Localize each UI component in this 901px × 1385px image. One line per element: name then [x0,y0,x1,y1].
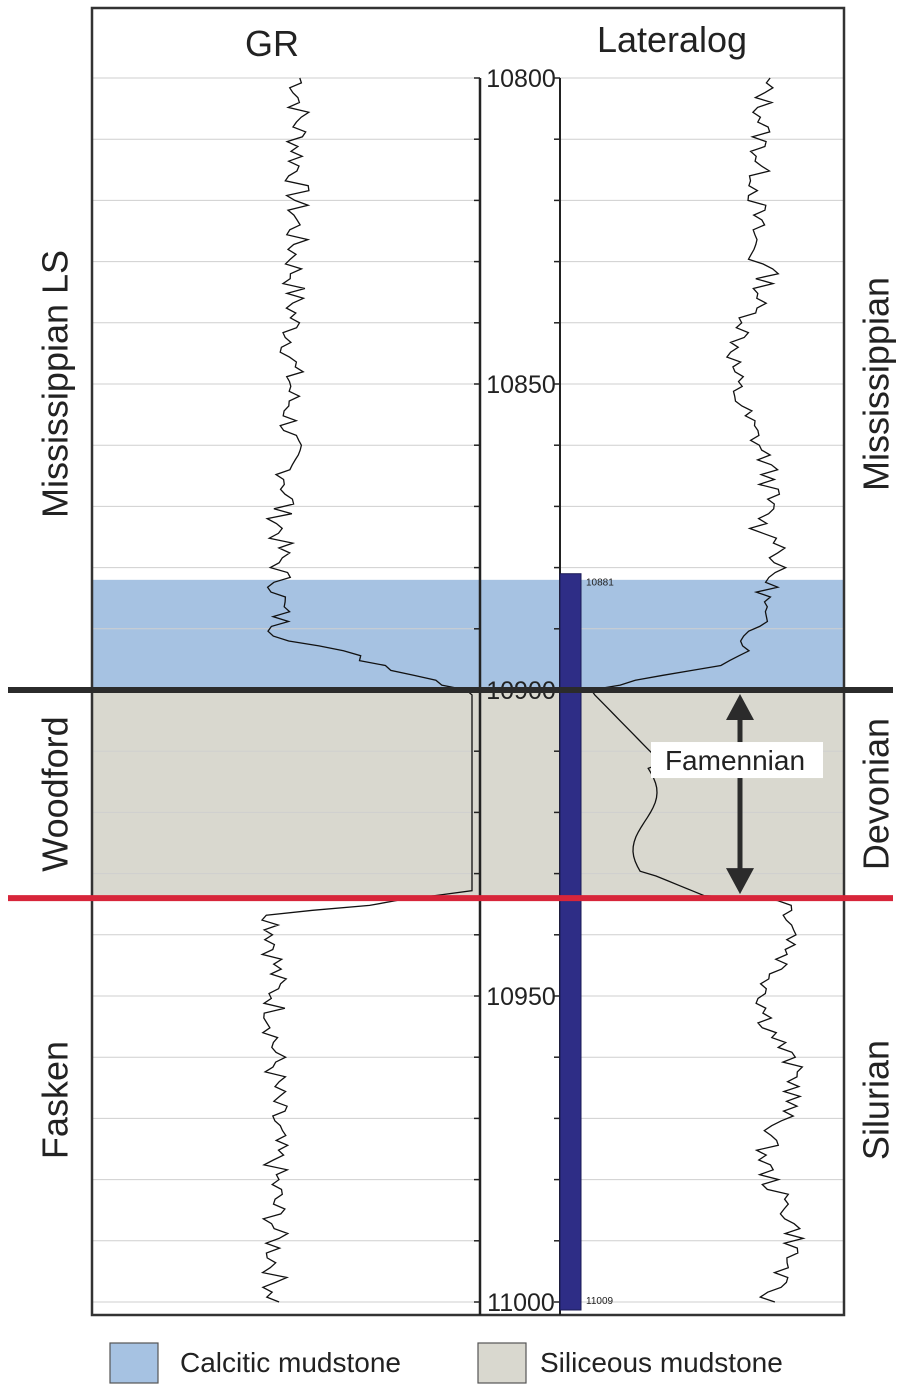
formation-name-1: Woodford [35,716,76,871]
depth-label: 11000 [487,1289,555,1317]
depth-label: 10800 [486,65,556,93]
zone-0 [92,579,844,690]
depth-label: 10850 [486,371,556,399]
lithology-zones [92,579,844,899]
core-base-label: 11009 [586,1296,614,1307]
panel-frame [90,6,846,1317]
legend-label-calcitic: Calcitic mudstone [180,1347,401,1378]
core-top-label: 10881 [586,578,614,589]
depth-grid [92,77,844,1303]
system-name-0: Mississippian [856,277,897,491]
legend-swatch-siliceous [477,1342,527,1384]
formation-names: Mississippian LS Woodford Fasken [35,250,76,1159]
system-name-2: Silurian [856,1040,897,1160]
system-name-1: Devonian [856,718,897,870]
core-interval-bar [559,573,582,1311]
system-names: Mississippian Devonian Silurian [856,277,897,1160]
gr-track-title: GR [245,23,299,64]
famennian-label: Famennian [665,745,805,776]
famennian-label-box [651,742,823,779]
famennian-arrow [726,694,754,895]
formation-boundaries [8,687,893,902]
legend-swatch-calcitic [109,1342,159,1384]
formation-name-0: Mississippian LS [35,250,76,518]
lateralog-track-title: Lateralog [597,19,747,60]
formation-name-2: Fasken [35,1041,76,1159]
depth-label: 10950 [486,983,556,1011]
legend-label-siliceous: Siliceous mudstone [540,1347,783,1378]
zone-1 [92,690,844,899]
legend: Calcitic mudstone Siliceous mudstone [109,1342,783,1384]
